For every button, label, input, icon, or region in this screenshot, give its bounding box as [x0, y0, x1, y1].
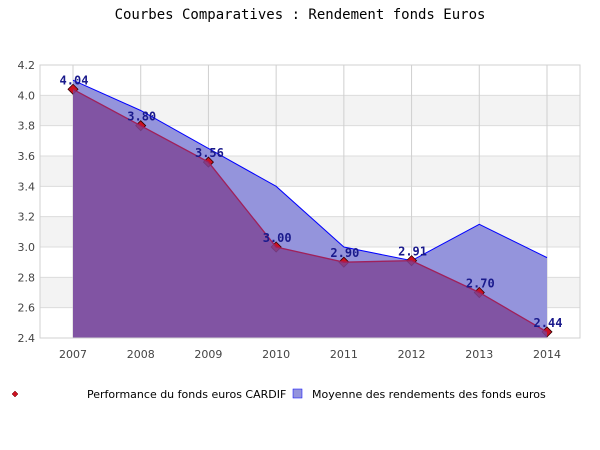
legend-label-moyenne: Moyenne des rendements des fonds euros: [312, 388, 546, 401]
legend-marker-moyenne: [292, 388, 303, 399]
data-label: 4.04: [60, 73, 89, 87]
data-label: 3.56: [195, 146, 224, 160]
legend-label-cardif: Performance du fonds euros CARDIF: [87, 388, 286, 401]
y-tick-label: 4.2: [18, 59, 36, 72]
line-moyenne: [72, 79, 548, 262]
data-label: 2.90: [330, 246, 359, 260]
data-label: 2.44: [534, 316, 563, 330]
x-tick-label: 2012: [398, 348, 426, 361]
y-tick-label: 3.0: [18, 241, 36, 254]
x-tick-label: 2011: [330, 348, 358, 361]
x-tick-label: 2007: [59, 348, 87, 361]
x-tick-label: 2009: [194, 348, 222, 361]
x-tick-label: 2008: [127, 348, 155, 361]
x-tick-label: 2010: [262, 348, 290, 361]
area-cardif: [73, 89, 547, 339]
y-tick-label: 3.6: [18, 150, 36, 163]
x-tick-label: 2013: [465, 348, 493, 361]
chart-title: Courbes Comparatives : Rendement fonds E…: [115, 7, 486, 23]
line-cardif: [72, 88, 548, 333]
data-label: 2.91: [398, 245, 427, 259]
y-tick-label: 2.6: [18, 302, 36, 315]
data-label: 3.80: [127, 110, 156, 124]
data-label: 3.00: [263, 231, 292, 245]
legend-marker-cardif: [11, 390, 19, 398]
x-tick-label: 2014: [533, 348, 561, 361]
y-tick-label: 4.0: [18, 89, 36, 102]
y-tick-label: 3.8: [18, 120, 36, 133]
y-tick-label: 2.4: [18, 332, 36, 345]
plot-frame: [39, 64, 581, 339]
y-tick-label: 3.2: [18, 211, 36, 224]
legend: Performance du fonds euros CARDIF Moyenn…: [11, 388, 546, 401]
y-tick-label: 3.4: [18, 180, 36, 193]
y-tick-label: 2.8: [18, 271, 36, 284]
data-label: 2.70: [466, 277, 495, 291]
